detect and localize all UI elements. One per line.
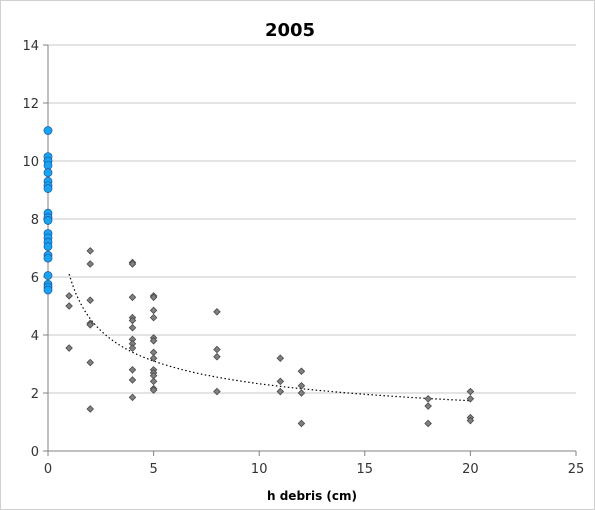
gridlines	[48, 44, 576, 394]
data-point-gray-40	[276, 354, 285, 362]
y-tick-label-2: 2	[31, 387, 39, 402]
data-point-gray-27	[149, 337, 158, 345]
data-point-gray-48	[424, 402, 432, 410]
data-point-gray-8	[86, 358, 95, 367]
data-point-gray-38	[213, 352, 221, 361]
data-point-gray-14	[128, 316, 137, 325]
data-point-gray-7	[86, 321, 95, 329]
x-tick-label-5: 5	[149, 462, 157, 477]
chart-title: 2005	[265, 20, 315, 41]
data-point-gray-25	[149, 313, 158, 322]
x-tick-label-25: 25	[568, 462, 585, 477]
data-point-gray-35	[149, 386, 158, 394]
data-point-blue-16	[43, 253, 53, 263]
data-point-gray-42	[276, 387, 285, 396]
data-point-gray-18	[128, 344, 137, 352]
data-point-gray-23	[149, 293, 158, 302]
data-point-gray-3	[86, 247, 95, 255]
data-point-gray-47	[424, 395, 432, 403]
data-point-blue-4	[43, 168, 53, 178]
series-gray-diamonds	[65, 247, 475, 428]
data-point-gray-44	[297, 381, 306, 390]
data-point-gray-5	[86, 296, 95, 304]
y-tick-label-10: 10	[22, 155, 39, 170]
x-tick-label-15: 15	[357, 462, 374, 477]
y-tick-labels: 0 2 4 6 8 10 12 14	[22, 39, 39, 460]
data-point-gray-19	[128, 366, 137, 374]
data-point-blue-3	[43, 160, 53, 170]
x-tick-labels: 0 5 10 15 20 25	[44, 462, 584, 477]
x-tick-label-10: 10	[251, 462, 268, 477]
series-blue-circles	[43, 126, 53, 295]
x-tick-label-20: 20	[462, 462, 479, 477]
data-point-gray-33	[149, 377, 158, 386]
y-tick-label-8: 8	[31, 213, 39, 228]
trendline	[68, 273, 471, 402]
data-point-gray-41	[276, 377, 285, 386]
data-point-gray-9	[86, 405, 95, 413]
y-tick-label-14: 14	[22, 39, 39, 54]
y-tick-label-4: 4	[31, 329, 39, 344]
data-point-gray-11	[128, 260, 137, 268]
data-point-gray-0	[65, 292, 73, 300]
data-point-gray-36	[213, 308, 221, 316]
data-point-blue-10	[43, 216, 53, 225]
data-point-blue-17	[43, 271, 53, 280]
data-point-gray-2	[65, 344, 73, 352]
data-point-gray-50	[466, 387, 475, 396]
data-point-gray-53	[466, 416, 475, 425]
data-point-blue-14	[43, 242, 53, 251]
data-point-gray-20	[128, 376, 137, 384]
y-tick-label-0: 0	[31, 445, 39, 460]
data-point-blue-0	[43, 126, 53, 135]
data-point-gray-24	[149, 306, 158, 315]
data-point-gray-43	[297, 367, 306, 376]
x-tick-label-0: 0	[44, 462, 52, 477]
data-point-gray-37	[213, 345, 221, 354]
data-point-gray-1	[65, 302, 73, 310]
x-axis-label: h debris (cm)	[267, 489, 357, 503]
data-point-gray-29	[149, 354, 158, 362]
y-tick-label-6: 6	[31, 271, 39, 286]
data-point-gray-39	[213, 387, 221, 396]
y-tick-label-12: 12	[22, 97, 39, 112]
data-point-gray-12	[128, 293, 137, 302]
data-point-gray-45	[297, 389, 306, 397]
data-point-gray-51	[466, 395, 475, 403]
data-point-gray-46	[297, 419, 306, 428]
data-point-blue-7	[43, 184, 53, 193]
data-point-blue-20	[43, 285, 53, 295]
data-point-gray-49	[424, 419, 432, 428]
data-point-gray-15	[128, 323, 137, 332]
data-point-gray-21	[128, 393, 137, 402]
trendline-path	[68, 273, 471, 402]
data-point-gray-4	[86, 260, 95, 268]
